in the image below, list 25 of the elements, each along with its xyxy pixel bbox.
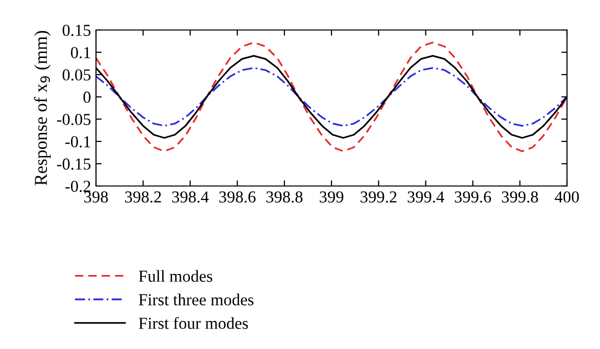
x-tick-label: 399.2 bbox=[360, 191, 396, 203]
legend-label: First three modes bbox=[138, 294, 254, 306]
y-tick-label: -0.05 bbox=[57, 114, 90, 126]
line-series bbox=[96, 42, 567, 152]
y-tick-label: 0.1 bbox=[70, 46, 90, 58]
y-tick-label: 0.05 bbox=[62, 69, 90, 81]
x-tick-label: 399.8 bbox=[502, 191, 538, 203]
x-tick-label: 399 bbox=[320, 191, 344, 203]
legend-label: Full modes bbox=[138, 270, 212, 282]
y-tick-label: 0.15 bbox=[62, 24, 90, 36]
x-tick-label: 399.4 bbox=[408, 191, 444, 203]
x-tick-label: 398.8 bbox=[266, 191, 303, 203]
y-tick-label: 0 bbox=[83, 92, 91, 103]
y-tick-label: -0.2 bbox=[65, 180, 90, 192]
x-tick-label: 398.2 bbox=[125, 191, 161, 203]
y-tick-label: -0.15 bbox=[57, 158, 90, 170]
x-tick-label: 398.4 bbox=[172, 191, 209, 203]
x-tick-label: 398 bbox=[84, 191, 108, 203]
y-axis-title: Response of x$_{9}$ (mm) bbox=[34, 30, 51, 186]
x-tick-label: 399.6 bbox=[454, 191, 492, 203]
x-tick-label: 400 bbox=[554, 191, 579, 203]
x-tick-label: 398.6 bbox=[219, 191, 256, 203]
y-tick-label: -0.1 bbox=[65, 136, 90, 148]
line-series bbox=[96, 67, 567, 127]
legend-label: First four modes bbox=[138, 317, 248, 329]
